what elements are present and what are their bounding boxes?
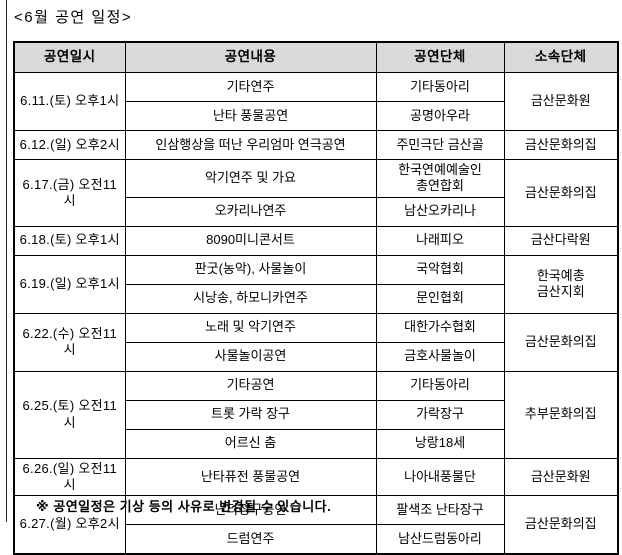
cell-performance-group: 가락장구 (375, 399, 505, 430)
cell-performance-group: 국악협회 (375, 254, 505, 285)
table-row: 난타 풍물공연 공명아우라 (14, 101, 618, 131)
cell-performance-content: 사물놀이공연 (124, 341, 377, 372)
cell-performance-group: 문인협회 (375, 283, 505, 314)
table-row: 6.17.(금) 오전11시 악기연주 및 가요 한국연예예술인 총연합회 금산문화의… (13, 159, 619, 227)
cell-datetime: 6.12.(일) 오후2시 (13, 130, 126, 160)
table-row: 6.18.(토) 오후1시 8090미니콘서트 나래피오 금산다락원 (13, 225, 619, 256)
schedule-body: 6.11.(토) 오후1시 기타연주 기타동아리 금산문화원 난타 풍물공연 공명아우라 6… (13, 72, 619, 555)
cell-performance-group: 나래피오 (375, 225, 505, 256)
cell-performance-group: 한국연예예술인 총연합회 (375, 159, 505, 198)
cell-affiliation: 한국예총 금산지회 (503, 254, 619, 314)
cell-performance-content: 드럼연주 (124, 524, 377, 555)
cell-performance-content: 난타 풍물공연 (124, 101, 377, 131)
cell-performance-content: 기타공연 (124, 370, 377, 401)
header-row: 공연일시 공연내용 공연단체 소속단체 (13, 41, 619, 73)
column-header-2: 공연단체 (375, 41, 505, 73)
cell-performance-group: 공명아우라 (375, 101, 505, 131)
performance-schedule-table: 공연일시 공연내용 공연단체 소속단체 6.11.(토) 오후1시 기타연주 기타동아리 금… (13, 41, 619, 555)
table-row: 6.11.(토) 오후1시 기타연주 기타동아리 금산문화원 (13, 72, 619, 131)
column-header-1: 공연내용 (124, 41, 377, 73)
cell-affiliation: 금산문화의집 (503, 495, 619, 555)
cell-performance-content: 시낭송, 하모니카연주 (124, 283, 377, 314)
cell-performance-group: 금호사물놀이 (375, 341, 505, 372)
cell-performance-group: 주민극단 금산골 (375, 130, 505, 160)
cell-datetime: 6.18.(토) 오후1시 (13, 225, 126, 256)
footnote: ※ 공연일정은 기상 등의 사유로 변경될 수 있습니다. (36, 499, 332, 514)
table-row: 6.22.(수) 오전11시 노래 및 악기연주 대한가수협회 금산문화의집 (13, 312, 619, 372)
cell-performance-content: 난타퓨전 풍물공연 (124, 457, 377, 496)
cell-performance-group: 낭랑18세 (375, 428, 505, 459)
cell-performance-group: 팔색조 난타장구 (375, 495, 505, 525)
cell-performance-content: 인삼행상을 떠난 우리엄마 연극공연 (124, 130, 377, 160)
table-row: 오카리나연주 남산오카리나 (14, 196, 618, 227)
cell-affiliation: 금산문화의집 (503, 130, 619, 160)
cell-datetime: 6.25.(토) 오전11시 (13, 370, 126, 459)
cell-performance-group: 남산드럼동아리 (375, 524, 505, 555)
table-row: 트롯 가락 장구 가락장구 (14, 399, 618, 430)
cell-performance-group: 남산오카리나 (375, 196, 505, 227)
column-header-0: 공연일시 (13, 41, 126, 73)
cell-datetime: 6.19.(일) 오후1시 (13, 254, 126, 314)
table-row: 어르신 춤 낭랑18세 (14, 428, 618, 459)
table-row: 6.19.(일) 오후1시 판굿(농악), 사물놀이 국악협회 한국예총 금산지회 (13, 254, 619, 314)
cell-datetime: 6.26.(일) 오전11시 (13, 457, 126, 496)
cell-datetime: 6.17.(금) 오전11시 (13, 159, 126, 227)
cell-performance-content: 8090미니콘서트 (124, 225, 377, 256)
page-edge-line (6, 0, 7, 522)
cell-datetime: 6.22.(수) 오전11시 (13, 312, 126, 372)
cell-performance-group: 기타동아리 (375, 370, 505, 401)
table-row: 사물놀이공연 금호사물놀이 (14, 341, 618, 372)
cell-performance-content: 악기연주 및 가요 (124, 159, 377, 198)
table-row: 6.12.(일) 오후2시 인삼행상을 떠난 우리엄마 연극공연 주민극단 금산골 금… (13, 130, 619, 160)
cell-performance-content: 노래 및 악기연주 (124, 312, 377, 343)
cell-performance-content: 어르신 춤 (124, 428, 377, 459)
cell-affiliation: 추부문화의집 (503, 370, 619, 459)
cell-performance-group: 기타동아리 (375, 72, 505, 102)
table-row: 6.25.(토) 오전11시 기타공연 기타동아리 추부문화의집 (13, 370, 619, 459)
cell-affiliation: 금산문화의집 (503, 159, 619, 227)
table-row: 6.26.(일) 오전11시 난타퓨전 풍물공연 나아내풍물단 금산문화원 (13, 457, 619, 496)
cell-performance-content: 기타연주 (124, 72, 377, 102)
cell-affiliation: 금산문화의집 (503, 312, 619, 372)
column-header-3: 소속단체 (503, 41, 619, 73)
cell-performance-content: 오카리나연주 (124, 196, 377, 227)
table-row: 시낭송, 하모니카연주 문인협회 (14, 283, 618, 314)
cell-datetime: 6.11.(토) 오후1시 (13, 72, 126, 131)
cell-affiliation: 금산문화원 (503, 457, 619, 496)
cell-affiliation: 금산다락원 (503, 225, 619, 256)
cell-performance-content: 트롯 가락 장구 (124, 399, 377, 430)
cell-performance-group: 나아내풍물단 (375, 457, 505, 496)
page-title: <6월 공연 일정> (14, 9, 133, 26)
cell-performance-content: 판굿(농악), 사물놀이 (124, 254, 377, 285)
cell-affiliation: 금산문화원 (503, 72, 619, 131)
cell-performance-group: 대한가수협회 (375, 312, 505, 343)
